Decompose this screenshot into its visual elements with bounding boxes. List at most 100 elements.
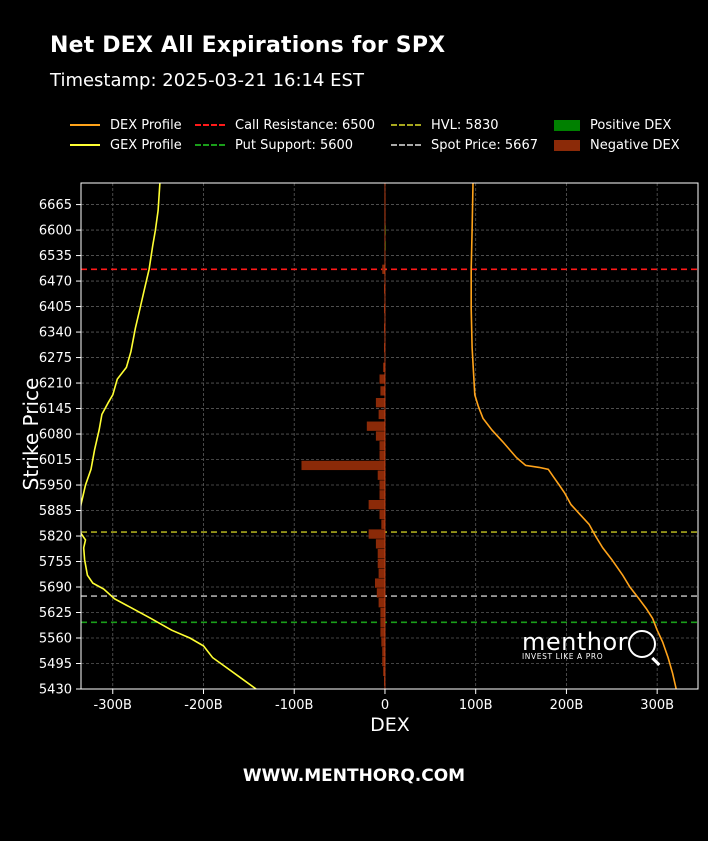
dex-bar [377, 549, 385, 559]
legend-label: Spot Price: 5667 [431, 137, 538, 153]
dex-bar [376, 588, 385, 598]
dex-bar [381, 519, 385, 529]
dex-bar [384, 323, 385, 333]
legend-swatch [70, 124, 100, 126]
y-tick-label: 6665 [39, 198, 72, 213]
y-tick-label: 5495 [39, 657, 72, 672]
dex-bar [379, 441, 385, 451]
dex-bar [301, 460, 385, 471]
legend-label: GEX Profile [110, 137, 182, 153]
legend-label: Put Support: 5600 [235, 137, 354, 153]
legend-call-resistance: Call Resistance: 6500 [195, 115, 375, 135]
dex-bar [379, 480, 385, 490]
y-tick-label: 6275 [39, 351, 72, 366]
dex-bar [383, 362, 385, 373]
dex-bar [380, 627, 385, 637]
legend-swatch [554, 119, 580, 131]
legend-label: DEX Profile [110, 117, 182, 133]
legend: DEX Profile GEX Profile Call Resistance:… [70, 115, 700, 159]
legend-swatch [391, 124, 421, 126]
dex-bar [379, 450, 385, 461]
x-tick-label: -100B [275, 698, 313, 713]
y-tick-label: 5950 [39, 479, 72, 494]
series-line [81, 183, 257, 689]
legend-swatch [70, 144, 100, 146]
logo-q-icon [628, 630, 656, 658]
dex-bar [375, 431, 385, 441]
x-tick-label: -300B [94, 698, 132, 713]
legend-swatch [195, 144, 225, 146]
dex-bar [382, 264, 385, 274]
x-tick-label: -200B [184, 698, 222, 713]
legend-label: Call Resistance: 6500 [235, 117, 376, 133]
series-line [470, 183, 677, 689]
logo-wordmark: menthor [522, 628, 629, 656]
dex-bar [374, 578, 385, 588]
dex-bar [375, 398, 385, 408]
dex-bar [379, 509, 385, 520]
dex-bar [382, 647, 385, 657]
dex-bar [380, 617, 385, 627]
dex-bar [368, 529, 385, 539]
x-axis-label: DEX [370, 714, 410, 736]
dex-bar [384, 303, 385, 314]
legend-swatch [195, 124, 225, 126]
dex-bar [383, 666, 385, 677]
dex-bar [378, 409, 385, 420]
dex-bar [382, 656, 385, 667]
legend-gex-profile: GEX Profile [70, 135, 182, 155]
dex-bar [384, 676, 385, 686]
x-tick-label: 100B [459, 698, 493, 713]
y-tick-label: 5690 [39, 581, 72, 596]
y-tick-label: 6080 [39, 428, 72, 443]
y-tick-label: 5430 [39, 683, 72, 698]
legend-put-support: Put Support: 5600 [195, 135, 353, 155]
dex-bar [379, 490, 385, 500]
y-tick-label: 6535 [39, 249, 72, 264]
legend-spot-price: Spot Price: 5667 [391, 135, 538, 155]
dex-bar [377, 470, 385, 480]
logo-tagline: INVEST LIKE A PRO [522, 652, 604, 661]
y-tick-label: 6340 [39, 326, 72, 341]
x-tick-label: 300B [640, 698, 674, 713]
legend-swatch [554, 139, 580, 151]
timestamp: Timestamp: 2025-03-21 16:14 EST [50, 70, 364, 91]
y-tick-label: 5820 [39, 530, 72, 545]
dex-bar [380, 607, 385, 618]
y-tick-label: 5560 [39, 632, 72, 647]
dex-bar [384, 284, 385, 294]
y-tick-label: 6405 [39, 300, 72, 315]
x-tick-label: 0 [381, 698, 389, 713]
footer-url: WWW.MENTHORQ.COM [242, 766, 466, 786]
chart-title: Net DEX All Expirations for SPX [50, 33, 446, 58]
y-tick-label: 5625 [39, 606, 72, 621]
y-tick-label: 5885 [39, 504, 72, 519]
dex-bar [381, 637, 385, 647]
dex-bar [379, 374, 385, 384]
dex-bar [380, 386, 385, 396]
y-tick-label: 6145 [39, 402, 72, 417]
y-tick-label: 5755 [39, 555, 72, 570]
y-tick-label: 6210 [39, 377, 72, 392]
y-tick-label: 6600 [39, 224, 72, 239]
legend-label: Negative DEX [590, 137, 680, 153]
x-tick-label: 200B [550, 698, 584, 713]
menthorq-logo: menthor INVEST LIKE A PRO [522, 628, 656, 661]
dex-bar [368, 499, 385, 510]
legend-positive-dex: Positive DEX [554, 115, 671, 135]
y-tick-label: 6015 [39, 453, 72, 468]
dex-bar [378, 568, 385, 578]
legend-label: Positive DEX [590, 117, 672, 133]
dex-bar [378, 598, 385, 608]
legend-negative-dex: Negative DEX [554, 135, 680, 155]
legend-swatch [391, 144, 421, 146]
y-tick-label: 6470 [39, 275, 72, 290]
legend-hvl: HVL: 5830 [391, 115, 499, 135]
y-axis-label: Strike Price [19, 377, 43, 491]
legend-label: HVL: 5830 [431, 117, 499, 133]
dex-bar [377, 558, 385, 569]
legend-dex-profile: DEX Profile [70, 115, 182, 135]
dex-bar [375, 539, 385, 549]
plot-frame [80, 182, 699, 690]
